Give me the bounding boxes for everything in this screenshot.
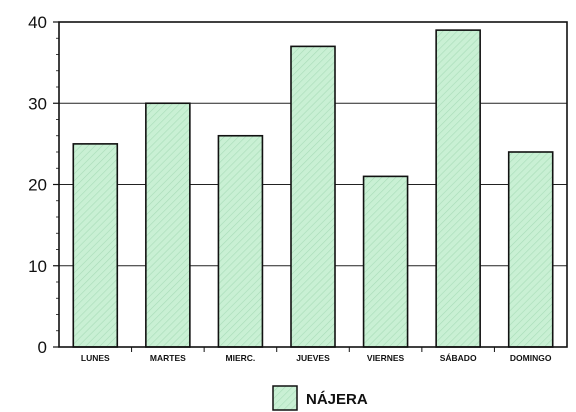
- legend-label: NÁJERA: [306, 391, 368, 408]
- x-tick-label: MARTES: [150, 353, 186, 363]
- y-tick-label: 40: [28, 13, 47, 32]
- x-tick-label: DOMINGO: [510, 353, 552, 363]
- y-tick-label: 0: [38, 338, 47, 357]
- plot-frame: [58, 21, 568, 348]
- bar: [362, 175, 409, 348]
- bar: [290, 45, 336, 348]
- x-tick-label: MIERC.: [226, 353, 256, 363]
- bar: [72, 143, 119, 348]
- bar: [217, 134, 264, 348]
- y-tick-label: 20: [28, 176, 47, 195]
- legend-swatch: [272, 385, 298, 411]
- x-tick-label: LUNES: [81, 353, 110, 363]
- bar: [435, 29, 481, 348]
- x-tick-label: JUEVES: [296, 353, 330, 363]
- x-tick-label: VIERNES: [367, 353, 405, 363]
- legend: NÁJERA: [272, 385, 368, 411]
- y-tick-label: 10: [28, 257, 47, 276]
- bar: [145, 102, 191, 348]
- y-tick-label: 30: [28, 94, 47, 113]
- plot-area: 0 10 20 30 40 LUNES MARTES MIERC. JUEVES VIERNES S…: [28, 13, 568, 363]
- bar: [507, 151, 554, 348]
- x-tick-label: SÁBADO: [440, 353, 477, 363]
